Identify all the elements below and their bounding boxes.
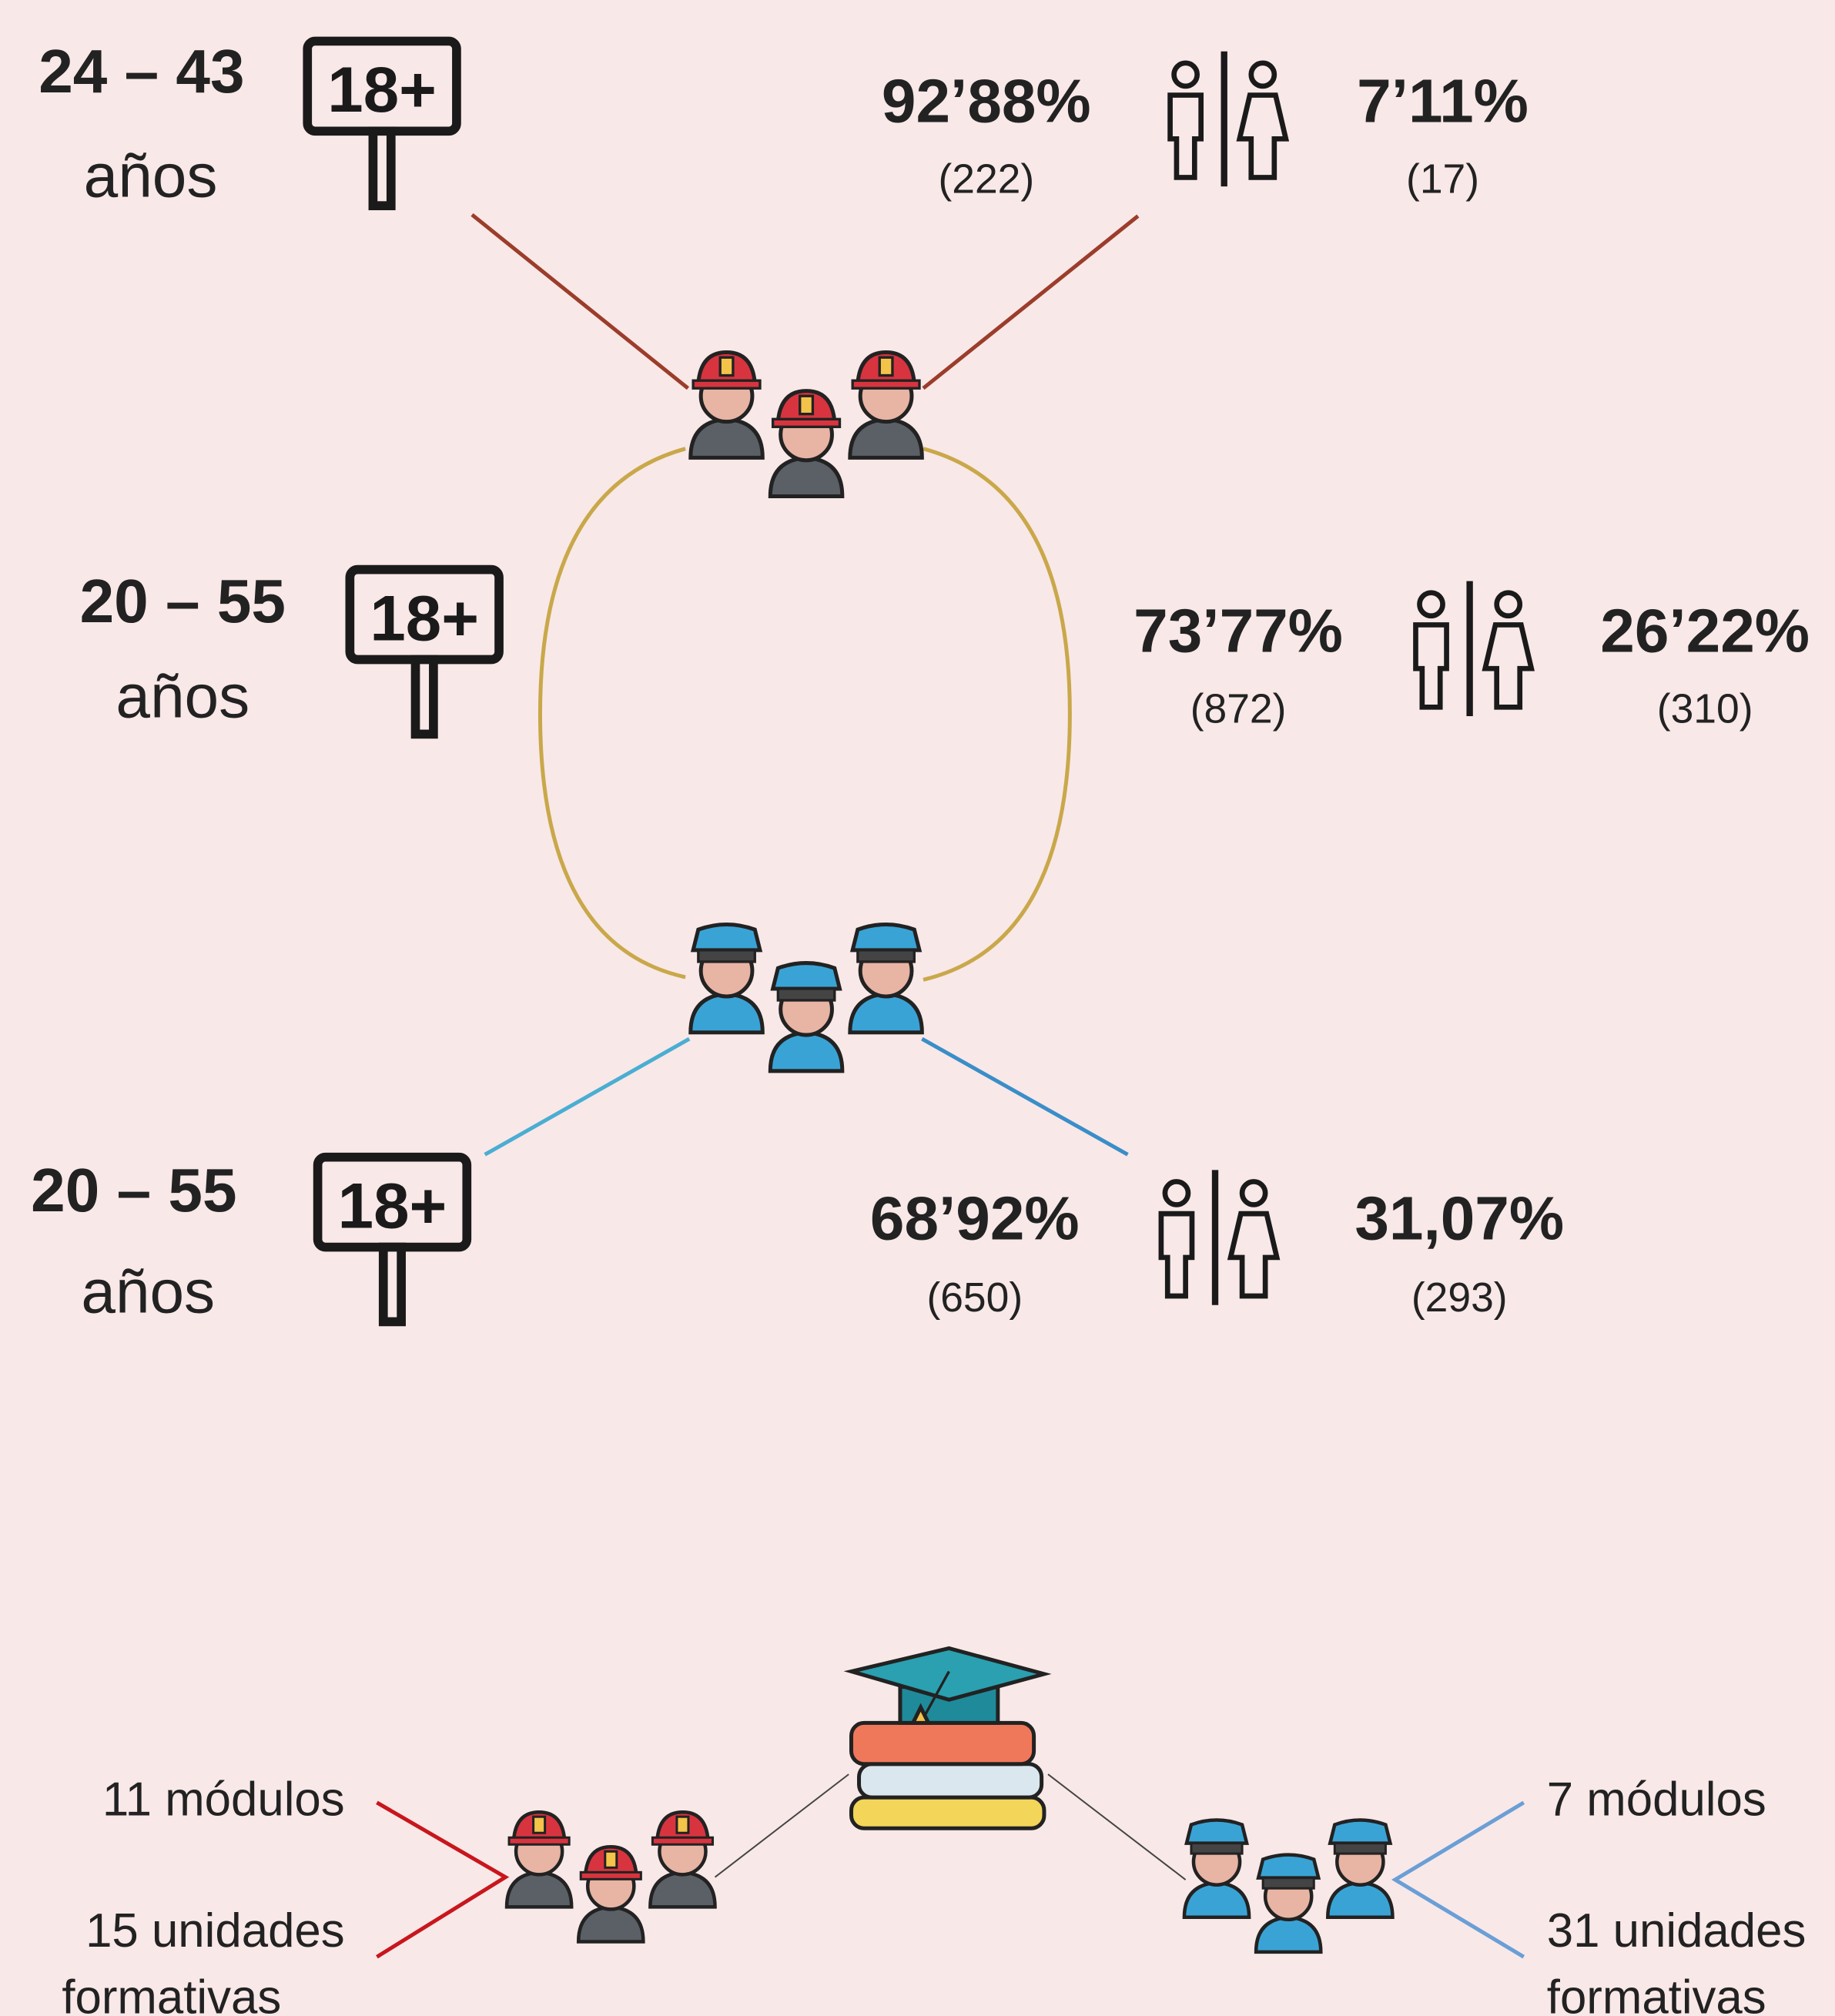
men-count: (872)	[1190, 686, 1287, 732]
age-range: 20 – 55	[80, 566, 286, 635]
women-count: (310)	[1657, 686, 1753, 732]
firefighters-icon	[691, 352, 923, 496]
age-range: 20 – 55	[31, 1155, 236, 1224]
women-pct: 31,07%	[1354, 1184, 1564, 1253]
units: formativas	[1547, 1971, 1766, 2016]
police-icon-small	[1184, 1820, 1392, 1952]
women-count: (293)	[1411, 1275, 1508, 1321]
gender-icon	[1170, 52, 1286, 186]
units: 15 unidades	[85, 1904, 345, 1957]
men-pct: 92’88%	[882, 66, 1091, 136]
age-range: 24 – 43	[39, 36, 244, 105]
badge-text: 18+	[370, 581, 479, 654]
units: formativas	[62, 1971, 281, 2016]
men-pct: 73’77%	[1133, 596, 1343, 665]
police-icon	[691, 924, 923, 1070]
gender-icon	[1161, 1170, 1277, 1304]
graduation-icon	[852, 1648, 1044, 1828]
women-pct: 26’22%	[1600, 596, 1810, 665]
age-unit: años	[116, 661, 249, 731]
modules: 7 módulos	[1547, 1773, 1766, 1827]
men-pct: 68’92%	[870, 1184, 1080, 1253]
women-count: (17)	[1406, 156, 1479, 202]
badge-text: 18+	[327, 53, 437, 126]
units: 31 unidades	[1547, 1904, 1807, 1957]
men-count: (222)	[938, 156, 1034, 202]
age-unit: años	[81, 1257, 215, 1326]
firefighters-icon-small	[507, 1812, 715, 1941]
women-pct: 7’11%	[1357, 66, 1529, 136]
age-unit: años	[84, 140, 218, 209]
infographic: 24 – 43 años 18+ 92’88% (222) 7’11% (17)…	[0, 0, 1835, 2016]
men-count: (650)	[926, 1275, 1023, 1321]
page: 24 – 43 años 18+ 92’88% (222) 7’11% (17)…	[0, 0, 1835, 2016]
gender-icon	[1415, 581, 1531, 716]
modules: 11 módulos	[102, 1773, 345, 1827]
badge-text: 18+	[338, 1170, 447, 1242]
